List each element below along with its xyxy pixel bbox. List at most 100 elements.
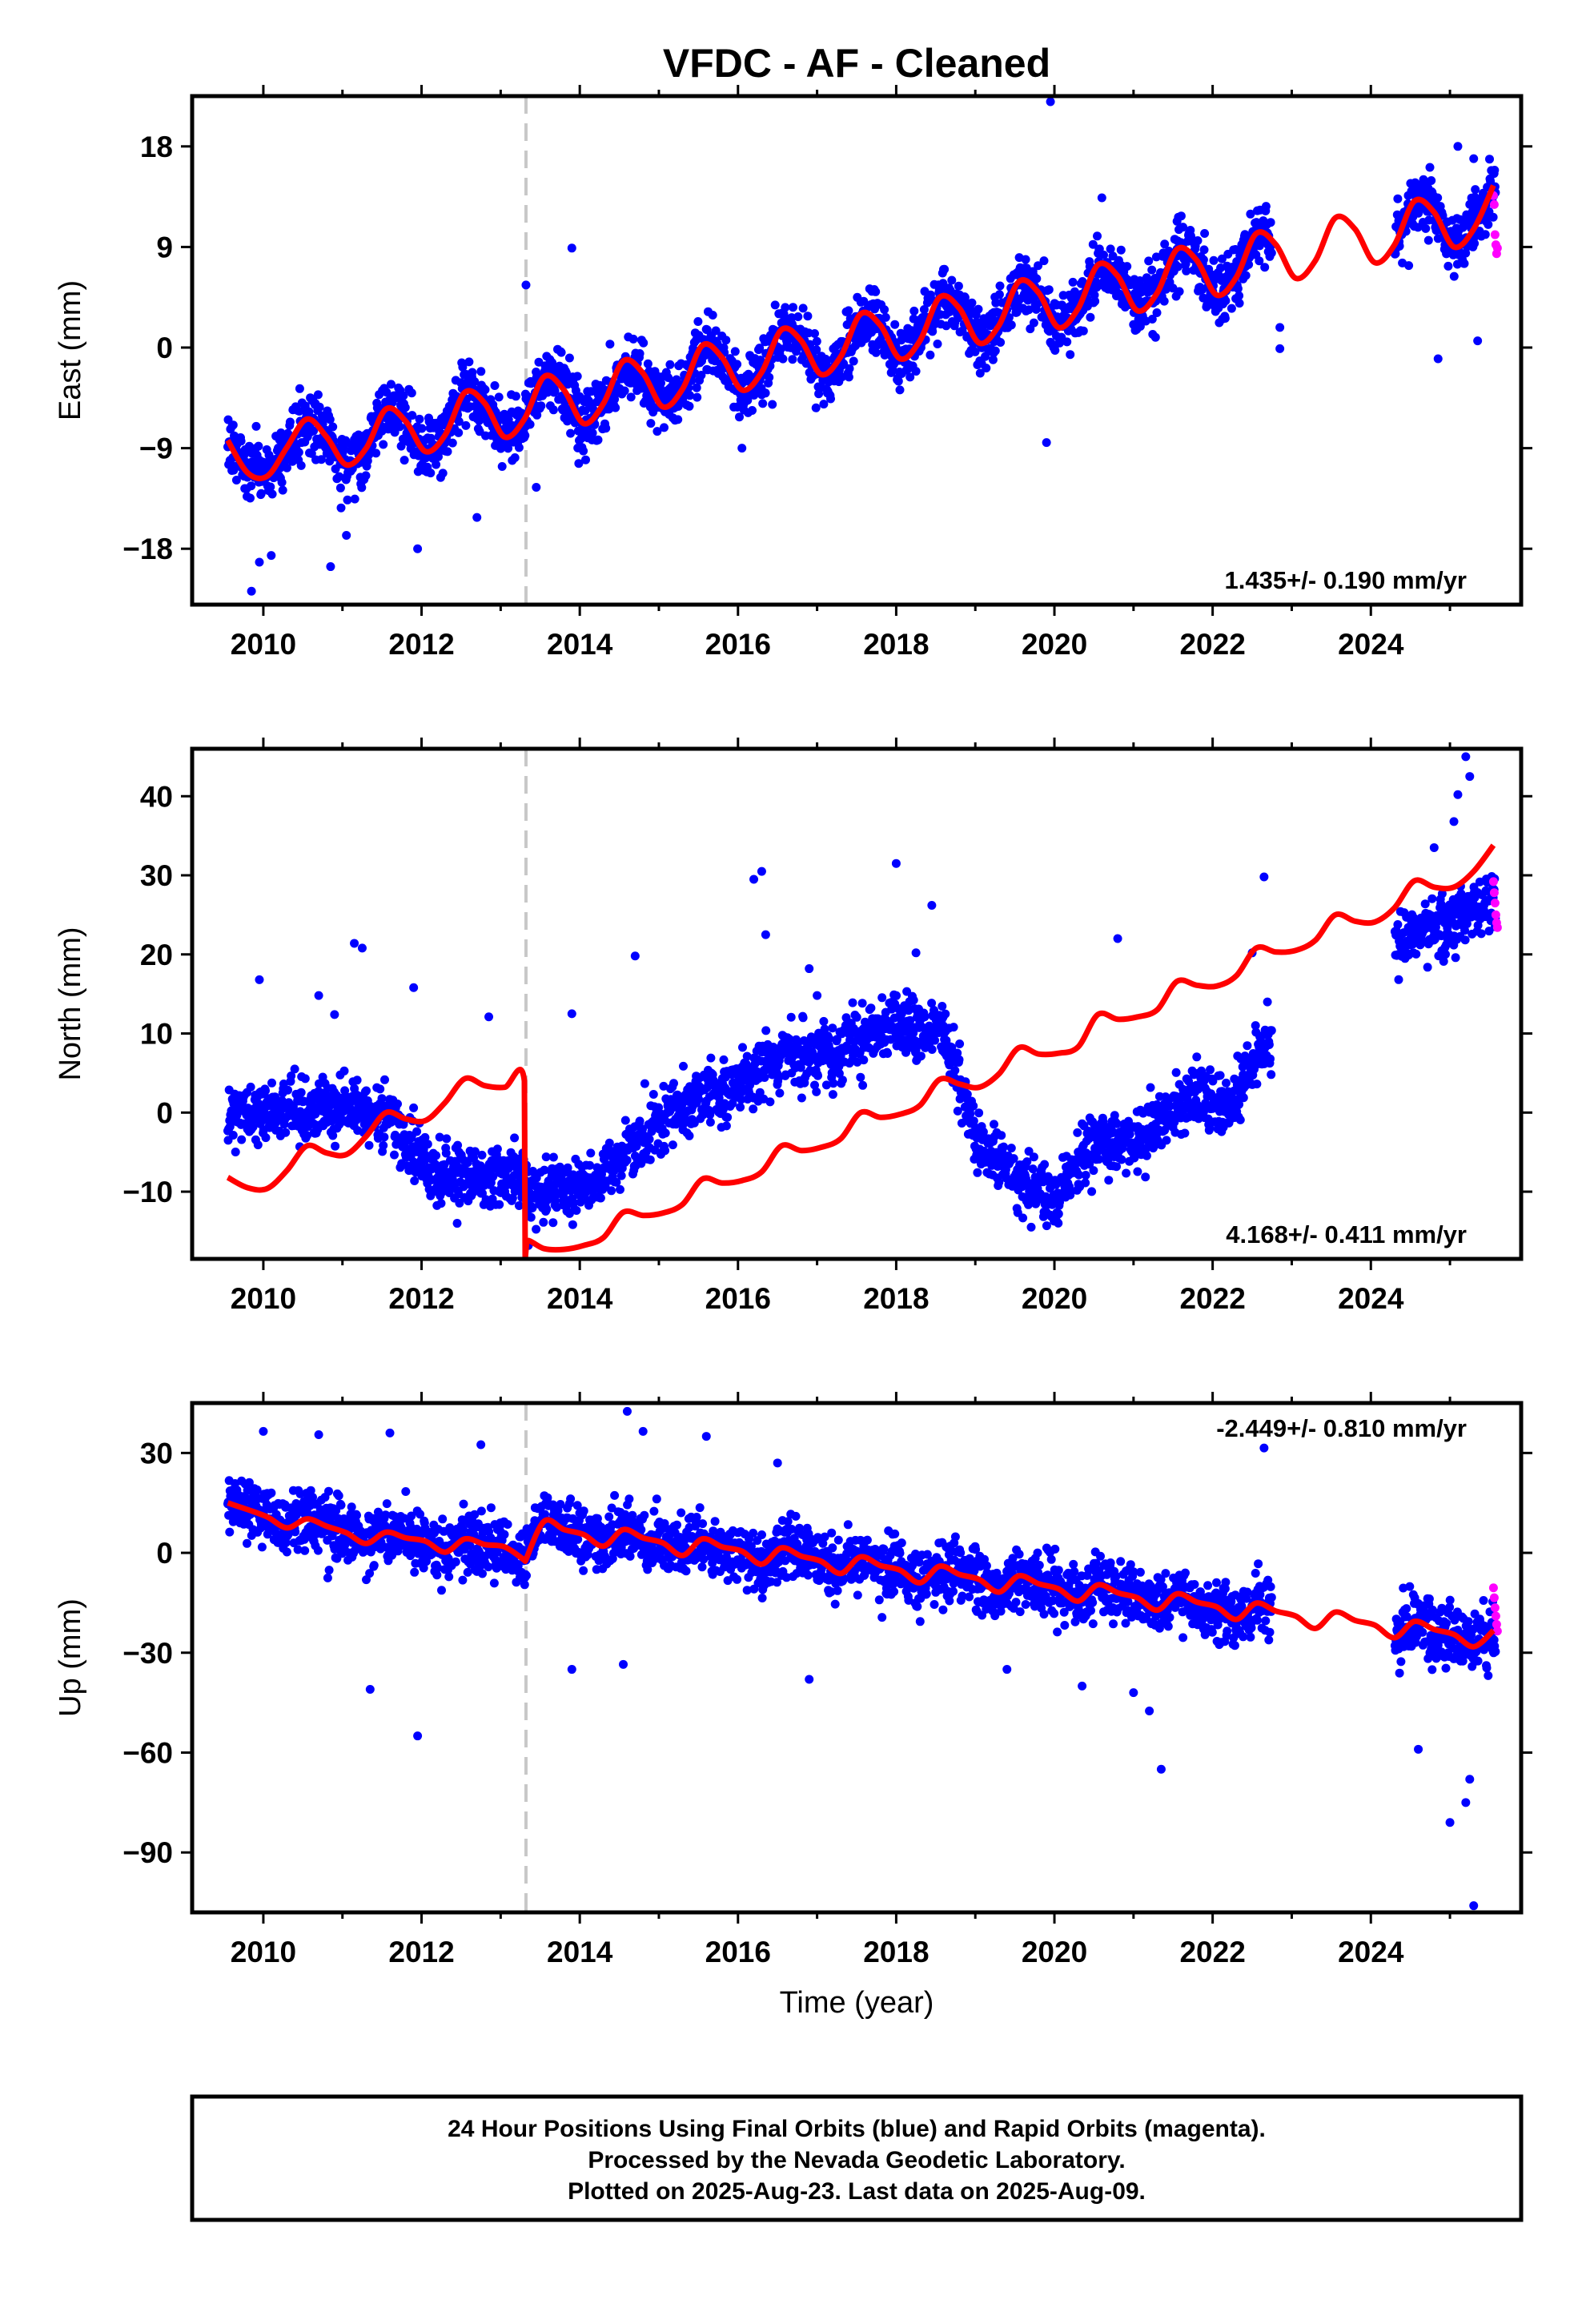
x-tick-label: 2010 <box>231 628 296 661</box>
final-orbit-point <box>236 436 246 446</box>
final-orbit-outlier <box>1433 354 1443 364</box>
final-orbit-point <box>673 415 683 424</box>
final-orbit-point <box>1086 312 1095 322</box>
final-orbit-point <box>661 1128 670 1138</box>
final-orbit-point <box>1147 265 1157 275</box>
final-orbit-point <box>1267 1070 1276 1080</box>
final-orbit-point <box>1151 252 1161 262</box>
final-orbit-point <box>277 477 287 487</box>
final-orbit-point <box>281 1128 291 1137</box>
final-orbit-point <box>1141 1172 1150 1182</box>
rapid-orbit-point <box>1489 199 1499 209</box>
final-orbit-point <box>604 1138 614 1148</box>
final-orbit-point <box>1165 1101 1174 1111</box>
final-orbit-point <box>295 384 304 393</box>
final-orbit-point <box>410 1176 420 1185</box>
final-orbit-point <box>705 1117 715 1127</box>
final-orbit-point <box>1267 248 1276 258</box>
final-orbit-point <box>408 411 417 420</box>
final-orbit-point <box>1393 920 1403 929</box>
x-tick-label: 2022 <box>1179 628 1245 661</box>
final-orbit-point <box>605 340 615 349</box>
final-orbit-point <box>669 1079 678 1088</box>
final-orbit-point <box>941 1009 950 1019</box>
final-orbit-point <box>551 1196 560 1205</box>
final-orbit-point <box>1411 949 1421 959</box>
final-orbit-point <box>1159 296 1169 306</box>
final-orbit-point <box>278 485 287 495</box>
final-orbit-point <box>343 495 352 505</box>
final-orbit-point <box>708 311 717 320</box>
final-orbit-point <box>813 1071 822 1080</box>
final-orbit-point <box>735 412 744 422</box>
x-tick-label: 2012 <box>388 628 454 661</box>
final-orbit-point <box>652 427 662 436</box>
final-orbit-point <box>1239 1093 1248 1103</box>
final-orbit-point <box>640 1079 649 1088</box>
final-orbit-point <box>628 334 638 344</box>
final-orbit-point <box>1066 1190 1075 1200</box>
final-orbit-point <box>737 1095 746 1104</box>
final-orbit-point <box>443 447 452 456</box>
final-orbit-point <box>610 395 620 404</box>
final-orbit-point <box>1078 326 1088 336</box>
final-orbit-point <box>859 1055 869 1065</box>
final-orbit-point <box>586 1148 596 1158</box>
final-orbit-point <box>253 1140 263 1150</box>
final-orbit-point <box>417 424 427 433</box>
final-orbit-point <box>933 340 942 348</box>
final-orbit-point <box>1018 1213 1028 1223</box>
final-orbit-point <box>377 1094 387 1104</box>
final-orbit-point <box>508 1193 517 1203</box>
final-orbit-point <box>1032 274 1042 283</box>
final-orbit-point <box>592 1163 602 1172</box>
final-orbit-point <box>659 1081 669 1091</box>
final-orbit-point <box>454 428 464 437</box>
final-orbit-point <box>510 453 520 462</box>
final-orbit-point <box>1029 318 1038 328</box>
final-orbit-point <box>749 1104 758 1114</box>
final-orbit-point <box>982 364 991 373</box>
final-orbit-outlier <box>567 243 576 253</box>
final-orbit-point <box>883 1049 893 1058</box>
final-orbit-point <box>825 1034 834 1043</box>
final-orbit-point <box>820 1024 829 1034</box>
final-orbit-point <box>661 1146 670 1156</box>
final-orbit-point <box>497 462 507 471</box>
final-orbit-point <box>358 1105 367 1114</box>
final-orbit-point <box>477 1150 487 1160</box>
final-orbit-point <box>1421 223 1431 233</box>
final-orbit-point <box>803 312 813 321</box>
final-orbit-point <box>563 1163 572 1172</box>
final-orbit-point <box>856 1072 865 1082</box>
final-orbit-point <box>379 1140 388 1150</box>
final-orbit-point <box>307 1096 317 1105</box>
final-orbit-point <box>1068 277 1078 287</box>
x-tick-label: 2024 <box>1338 628 1404 661</box>
panel-east: 2010 2012 2014 2016 2018 2020 2022 20241890−9−1… <box>54 85 1532 661</box>
final-orbit-point <box>1471 185 1480 195</box>
final-orbit-point <box>1093 231 1102 241</box>
final-orbit-outlier <box>1042 438 1051 448</box>
final-orbit-point <box>849 356 858 366</box>
final-orbit-point <box>639 338 648 348</box>
final-orbits-points <box>223 97 1500 596</box>
final-orbit-point <box>1488 212 1498 222</box>
final-orbit-point <box>785 1035 794 1043</box>
final-orbit-point <box>988 355 998 364</box>
final-orbit-point <box>839 359 849 368</box>
final-orbit-point <box>1192 1052 1202 1062</box>
final-orbit-point <box>797 1093 806 1103</box>
final-orbit-point <box>468 368 477 377</box>
final-orbit-point <box>954 1055 964 1064</box>
final-orbit-point <box>909 306 919 316</box>
final-orbit-point <box>316 455 326 464</box>
final-orbit-point <box>788 355 797 364</box>
final-orbit-point <box>829 1079 838 1088</box>
final-orbit-point <box>441 1148 451 1158</box>
final-orbit-point <box>579 446 588 456</box>
final-orbit-point <box>755 1088 765 1097</box>
final-orbit-point <box>453 1140 463 1150</box>
final-orbit-point <box>811 403 821 412</box>
final-orbit-point <box>230 461 239 471</box>
